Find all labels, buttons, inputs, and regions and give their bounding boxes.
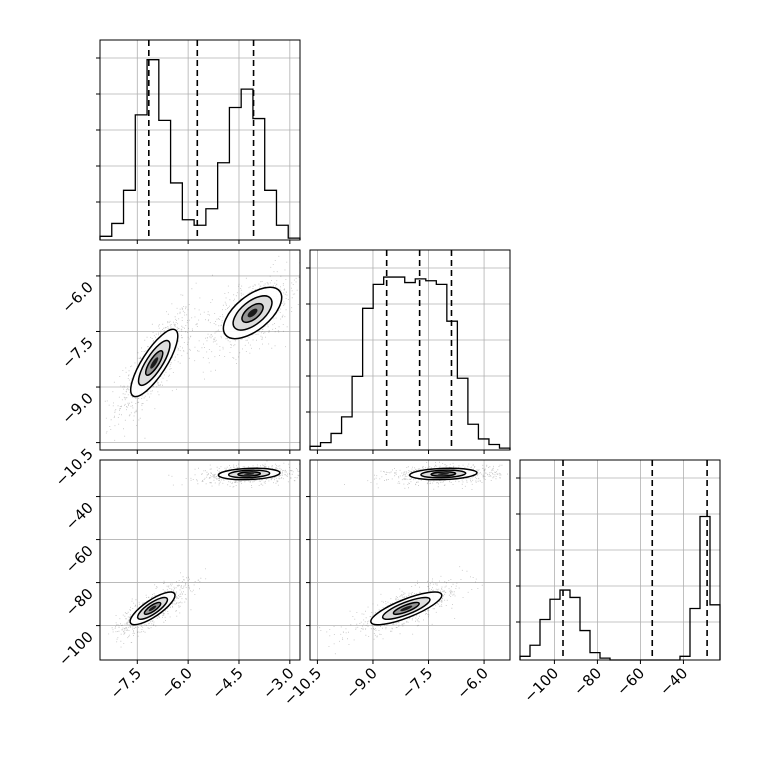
scatter-layer [108,460,300,648]
x-tick-label: −9.0 [342,664,380,702]
density-peak [400,605,413,612]
x-tick-label: −100 [520,664,562,706]
x-tick-label: −7.5 [398,664,436,702]
density-peak [243,473,255,475]
scatter-layer [104,255,300,441]
y-tick-label: −40 [62,499,97,534]
histogram-p0 [99,59,301,240]
y-tick-label: −60 [62,542,97,577]
y-tick-label: −7.5 [58,334,96,372]
density-peak [150,357,159,369]
y-tick-label: −10.5 [52,445,97,490]
joint-panel-p1-p2: −10.5 −9.0 −7.5 −6.0 [280,459,511,709]
histogram-panel-p2: −100 −80 −60 −40 [516,459,721,706]
histogram-panel-p1 [306,249,511,454]
x-tick-label: −6.0 [453,664,491,702]
scatter-layer [310,461,508,655]
histogram-p1 [309,276,511,450]
x-tick-label: −4.5 [208,664,246,702]
y-tick-label: −80 [62,585,97,620]
joint-panel-p0-p1: −10.5 −9.0 −7.5 −6.0 [52,249,301,490]
density-peak [148,605,157,612]
x-tick-label: −40 [656,664,691,699]
y-tick-label: −6.0 [58,278,96,316]
x-tick-label: −80 [570,664,605,699]
joint-panel-p0-p2: −100−80−60−40−7.5 −6.0 −4.5 −3.0 [55,459,301,703]
axes-frame [309,249,511,451]
axes-frame [99,459,301,661]
x-tick-label: −7.5 [107,664,145,702]
axes-frame [309,459,511,661]
density-peak [247,308,258,318]
y-tick-label: −9.0 [58,389,96,427]
histogram-p2 [519,515,721,661]
axes-frame [99,39,301,241]
density-peak [437,473,450,475]
x-tick-label: −6.0 [157,664,195,702]
histogram-panel-p0 [96,39,301,244]
y-tick-label: −100 [55,628,97,670]
x-tick-label: −60 [613,664,648,699]
axes-frame [519,459,721,661]
axes-frame [99,249,301,451]
